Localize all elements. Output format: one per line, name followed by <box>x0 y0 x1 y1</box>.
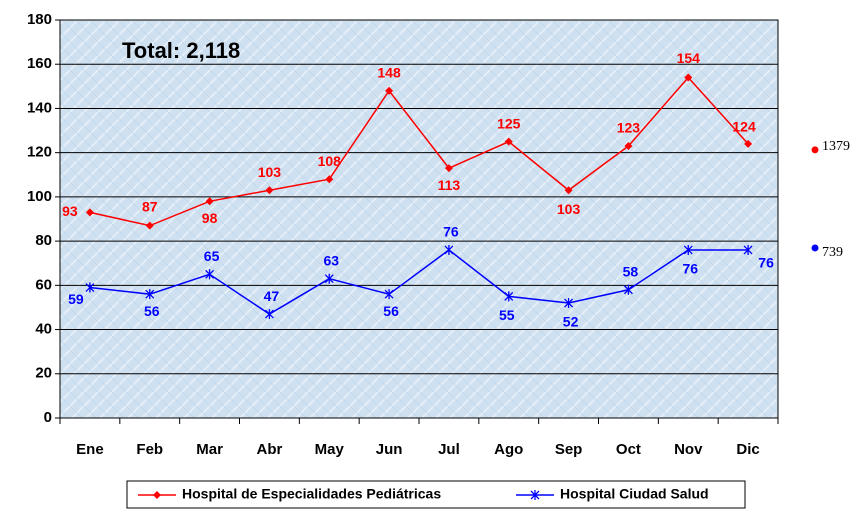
series-total: 739 <box>822 245 843 260</box>
data-label: 93 <box>62 203 78 219</box>
x-tick-label: Dic <box>736 441 759 458</box>
marker <box>205 197 214 206</box>
total-dot <box>811 146 819 154</box>
data-label: 59 <box>68 291 84 307</box>
data-label: 103 <box>557 201 581 217</box>
x-tick-label: Ago <box>494 441 523 458</box>
x-tick-label: Sep <box>555 441 583 458</box>
data-label: 76 <box>682 261 698 277</box>
x-tick-label: Jun <box>376 441 403 458</box>
data-label: 98 <box>202 210 218 226</box>
marker <box>744 139 753 148</box>
data-label: 148 <box>377 64 401 80</box>
marker <box>444 244 454 255</box>
data-label: 52 <box>563 314 579 330</box>
marker <box>385 86 394 95</box>
marker <box>564 298 574 309</box>
data-label: 76 <box>443 224 459 240</box>
data-label: 56 <box>144 303 160 319</box>
marker <box>530 490 540 500</box>
data-label: 125 <box>497 115 521 131</box>
marker <box>623 284 633 295</box>
data-label: 56 <box>383 303 399 319</box>
x-tick-label: Oct <box>616 441 641 458</box>
x-tick-label: Nov <box>674 441 703 458</box>
marker <box>624 142 633 151</box>
chart-title: Total: 2,118 <box>122 38 240 63</box>
marker <box>504 137 513 146</box>
y-tick-label: 60 <box>35 276 52 293</box>
marker <box>564 186 573 195</box>
marker <box>384 289 394 300</box>
marker <box>743 244 753 255</box>
marker <box>504 291 514 302</box>
marker <box>265 186 274 195</box>
y-tick-label: 180 <box>27 11 52 28</box>
marker <box>444 164 453 173</box>
x-tick-label: Mar <box>196 441 223 458</box>
y-tick-label: 40 <box>35 321 52 338</box>
y-tick-label: 120 <box>27 144 52 161</box>
data-label: 55 <box>499 307 515 323</box>
legend <box>126 480 746 509</box>
x-tick-label: Ene <box>76 441 104 458</box>
data-label: 108 <box>318 153 342 169</box>
x-tick-label: Jul <box>438 441 460 458</box>
y-tick-label: 100 <box>27 188 52 205</box>
data-label: 76 <box>758 255 774 271</box>
data-label: 87 <box>142 198 158 214</box>
data-label: 103 <box>258 164 282 180</box>
marker <box>324 273 334 284</box>
total-dot <box>811 244 819 252</box>
data-label: 123 <box>617 120 641 136</box>
data-label: 154 <box>677 50 701 66</box>
marker <box>85 282 95 293</box>
x-tick-label: Abr <box>256 441 282 458</box>
data-label: 113 <box>438 177 461 193</box>
marker <box>153 491 161 499</box>
x-tick-label: Feb <box>136 441 163 458</box>
series-line <box>89 76 749 227</box>
marker <box>205 269 215 280</box>
marker <box>684 73 693 82</box>
series-line <box>89 249 749 315</box>
series-total: 1379 <box>822 139 850 154</box>
marker <box>85 208 94 217</box>
legend-label: Hospital Ciudad Salud <box>560 486 709 502</box>
y-tick-label: 160 <box>27 55 52 72</box>
y-tick-label: 20 <box>35 365 52 382</box>
marker <box>683 244 693 255</box>
marker <box>325 175 334 184</box>
data-label: 58 <box>623 263 639 279</box>
data-label: 124 <box>732 119 756 135</box>
plot-area <box>59 19 779 419</box>
y-tick-label: 0 <box>44 409 52 426</box>
data-label: 63 <box>323 252 339 268</box>
marker <box>145 221 154 230</box>
marker <box>264 309 274 320</box>
y-tick-label: 80 <box>35 232 52 249</box>
data-label: 65 <box>204 248 220 264</box>
legend-label: Hospital de Especialidades Pediátricas <box>182 486 441 502</box>
marker <box>145 289 155 300</box>
data-label: 47 <box>264 288 280 304</box>
y-tick-label: 140 <box>27 99 52 116</box>
x-tick-label: May <box>315 441 345 458</box>
